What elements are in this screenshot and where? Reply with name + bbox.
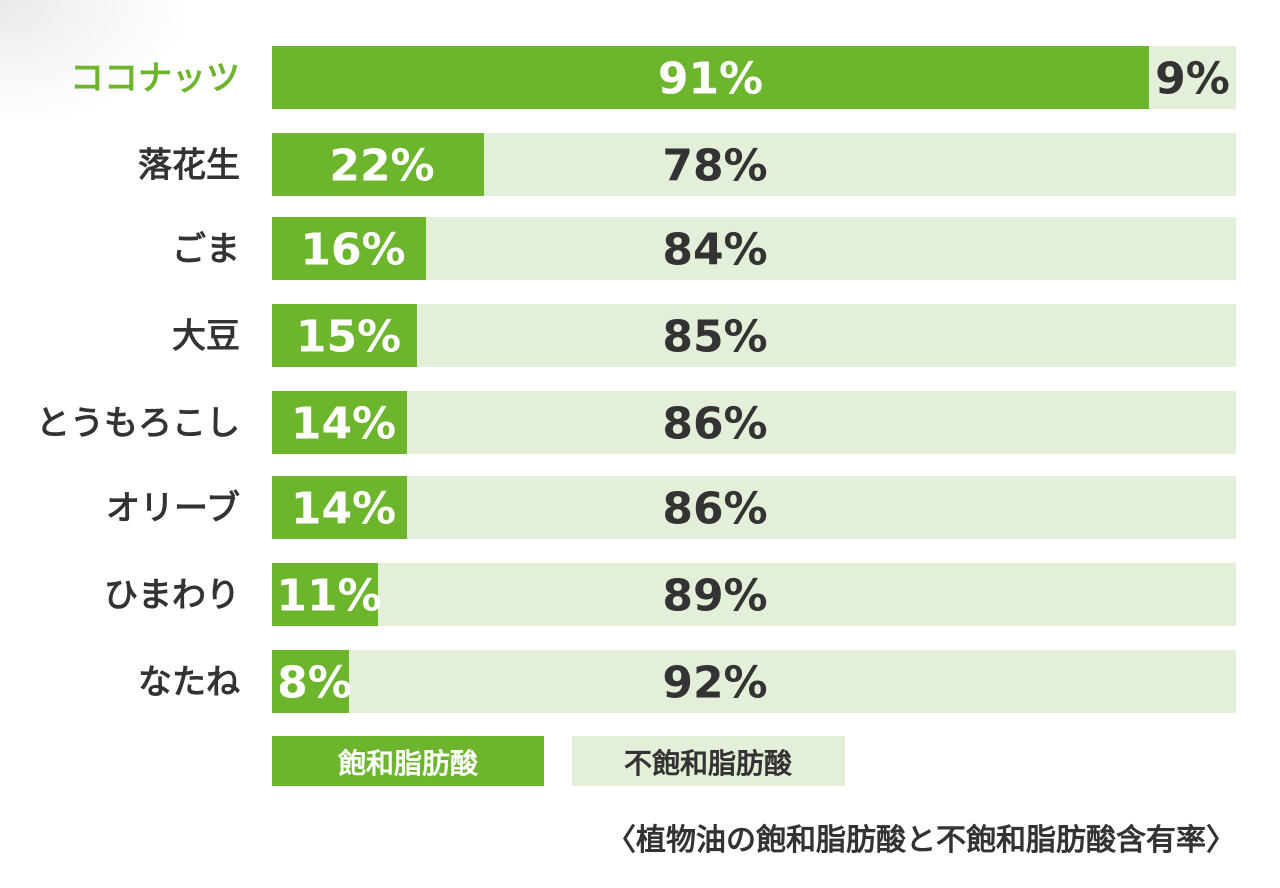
category-label: とうもろこし	[36, 404, 240, 444]
bar-unsaturated	[272, 476, 1236, 539]
value-label-unsaturated: 78%	[662, 141, 767, 192]
bar-saturated	[272, 46, 1149, 109]
bar-unsaturated	[272, 304, 1236, 367]
value-label-saturated: 91%	[658, 54, 763, 105]
category-label: 大豆	[172, 317, 240, 357]
legend-label-saturated: 飽和脂肪酸	[338, 747, 479, 780]
bar-saturated	[272, 650, 349, 713]
category-label: なたね	[138, 663, 240, 703]
bar-row: ひまわり 11% 89%	[104, 563, 1236, 626]
bar-row: 落花生 22% 78%	[138, 133, 1236, 196]
value-label-saturated: 14%	[291, 399, 396, 450]
bar-row: ごま 16% 84%	[172, 217, 1236, 280]
category-label: ひまわり	[104, 576, 240, 616]
value-label-unsaturated: 86%	[662, 399, 767, 450]
bar-saturated	[272, 217, 426, 280]
bar-saturated	[272, 563, 378, 626]
bar-row: ココナッツ 91% 9%	[70, 46, 1236, 109]
bar-saturated	[272, 391, 407, 454]
value-label-saturated: 14%	[291, 484, 396, 535]
value-label-saturated: 22%	[329, 141, 434, 192]
legend-swatch-saturated	[272, 736, 544, 786]
bar-saturated	[272, 304, 417, 367]
bar-saturated	[272, 133, 484, 196]
value-label-saturated: 16%	[300, 225, 405, 276]
bar-row: なたね 8% 92%	[138, 650, 1236, 713]
value-label-unsaturated: 86%	[662, 484, 767, 535]
value-label-unsaturated: 92%	[662, 658, 767, 709]
category-label: 落花生	[138, 146, 240, 186]
category-label: ココナッツ	[70, 59, 240, 99]
value-label-unsaturated: 84%	[662, 225, 767, 276]
value-label-saturated: 8%	[277, 658, 352, 709]
bar-unsaturated	[272, 650, 1236, 713]
bar-unsaturated	[272, 217, 1236, 280]
legend: 飽和脂肪酸 不飽和脂肪酸	[272, 736, 845, 786]
chart-caption: 〈植物油の飽和脂肪酸と不飽和脂肪酸含有率〉	[606, 823, 1236, 858]
value-label-saturated: 11%	[276, 571, 381, 622]
bar-unsaturated	[272, 391, 1236, 454]
bar-unsaturated	[272, 563, 1236, 626]
bar-row: オリーブ 14% 86%	[106, 476, 1236, 539]
corner-shade	[0, 0, 180, 120]
bar-saturated	[272, 476, 407, 539]
value-label-unsaturated: 9%	[1155, 54, 1230, 105]
bar-row: とうもろこし 14% 86%	[36, 391, 1236, 454]
category-label: オリーブ	[106, 489, 240, 529]
bar-row: 大豆 15% 85%	[172, 304, 1236, 367]
legend-swatch-unsaturated	[572, 736, 845, 786]
value-label-saturated: 15%	[296, 312, 401, 363]
bars-layer: ココナッツ 91% 9% 落花生 22% 78% ごま 16% 84% 大豆 15% 85% とうもろこ…	[36, 46, 1236, 713]
category-label: ごま	[172, 230, 240, 270]
value-label-unsaturated: 89%	[662, 571, 767, 622]
legend-label-unsaturated: 不飽和脂肪酸	[624, 747, 793, 780]
value-label-unsaturated: 85%	[662, 312, 767, 363]
